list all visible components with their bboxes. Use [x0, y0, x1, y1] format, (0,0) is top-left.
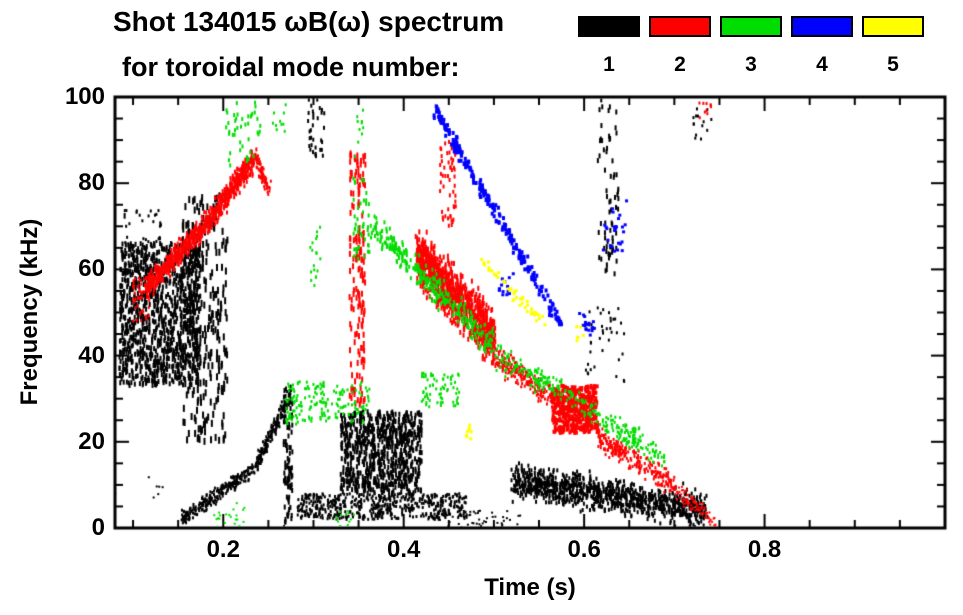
- legend-number-row: 1 2 3 4 5: [578, 53, 924, 77]
- y-tick-label: 60: [78, 255, 105, 283]
- y-tick-label: 20: [78, 427, 105, 455]
- y-tick-label: 40: [78, 341, 105, 369]
- x-tick-label: 0.8: [747, 536, 782, 563]
- chart-subtitle: for toroidal mode number:: [122, 52, 460, 82]
- legend-label-n5: 5: [887, 53, 899, 76]
- y-axis-label: Frequency (kHz): [16, 218, 43, 406]
- legend-swatch-n5: [862, 16, 924, 37]
- x-tick-label: 0.2: [206, 536, 240, 563]
- legend-swatch-n4: [791, 16, 853, 37]
- x-axis-label: Time (s): [484, 574, 576, 601]
- legend-swatch-row: [578, 16, 924, 37]
- y-tick-label: 0: [91, 514, 105, 541]
- legend-label-n1: 1: [603, 53, 615, 76]
- chart-title: Shot 134015 ωB(ω) spectrum: [113, 6, 505, 37]
- y-tick-label: 80: [78, 169, 105, 197]
- legend-swatch-n2: [649, 16, 711, 37]
- y-tick-label: 100: [64, 83, 105, 110]
- legend-swatch-n3: [720, 16, 782, 37]
- legend-swatch-n1: [578, 16, 640, 37]
- x-tick-label: 0.6: [567, 536, 601, 563]
- legend-label-n2: 2: [674, 53, 686, 76]
- x-tick-label: 0.4: [387, 536, 421, 563]
- legend-label-n4: 4: [816, 53, 828, 76]
- legend-label-n3: 3: [745, 53, 757, 76]
